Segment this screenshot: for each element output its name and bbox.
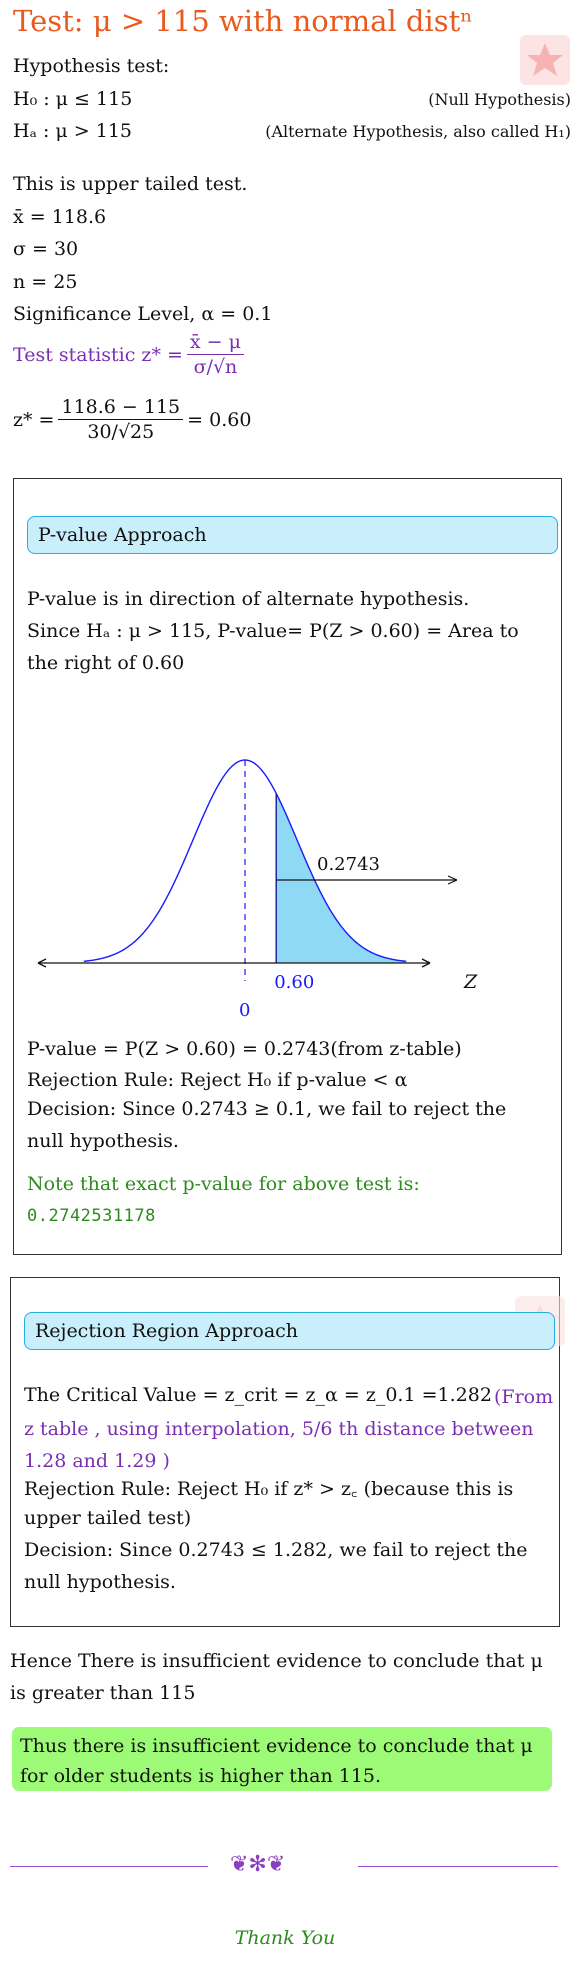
alternate-hypothesis-note: (Alternate Hypothesis, also called H₁): [265, 122, 571, 141]
brand-logo: [520, 35, 570, 85]
exact-pvalue-note: Note that exact p-value for above test i…: [27, 1173, 420, 1195]
x-axis-right-arrow: [421, 958, 431, 968]
formula-fraction: x̄ − μ σ/√n: [186, 331, 244, 378]
pvalue-header-text: P-value Approach: [38, 524, 207, 546]
pvalue-decision1: Decision: Since 0.2743 ≥ 0.1, we fail to…: [27, 1098, 507, 1120]
calc-rhs: = 0.60: [187, 408, 252, 431]
pvalue-decision2: null hypothesis.: [27, 1130, 179, 1152]
formula-denominator: σ/√n: [193, 356, 238, 378]
footer-divider-left: [10, 1866, 208, 1867]
conclusion-line2: is greater than 115: [10, 1682, 196, 1704]
critical-value-note: (From z table , using interpolation, 5/6…: [24, 1381, 554, 1477]
star-logo-icon: [527, 43, 563, 76]
rejection-decision1: Decision: Since 0.2743 ≤ 1.282, we fail …: [24, 1539, 528, 1561]
alternate-hypothesis: Hₐ : μ > 115: [13, 120, 132, 142]
footer-divider-right: [358, 1866, 558, 1867]
calc-lhs: z* =: [13, 408, 55, 431]
conclusion-line1: Hence There is insufficient evidence to …: [10, 1650, 543, 1672]
rejection-rule1: Rejection Rule: Reject H₀ if z* > z꜀ (be…: [24, 1478, 514, 1500]
test-statistic-label: Test statistic z* =: [13, 343, 183, 366]
x-axis-label: Z: [463, 971, 478, 993]
calc-denominator: 30/√25: [87, 421, 155, 443]
rejection-header-text: Rejection Region Approach: [35, 1320, 299, 1342]
formula-numerator: x̄ − μ: [186, 331, 244, 355]
pvalue-line1: P-value is in direction of alternate hyp…: [27, 588, 470, 610]
pvalue-result: P-value = P(Z > 0.60) = 0.2743(from z-ta…: [27, 1038, 462, 1060]
rejection-rule2: upper tailed test): [24, 1507, 192, 1529]
pvalue-rule: Rejection Rule: Reject H₀ if p-value < α: [27, 1069, 408, 1091]
rejection-decision2: null hypothesis.: [24, 1571, 176, 1593]
final-conclusion: Thus there is insufficient evidence to c…: [12, 1727, 552, 1791]
calc-fraction: 118.6 − 115 30/√25: [58, 396, 184, 443]
final-conclusion-line1: Thus there is insufficient evidence to c…: [20, 1735, 533, 1757]
pvalue-line2: Since Hₐ : μ > 115, P-value= P(Z > 0.60)…: [27, 620, 519, 642]
area-arrow-head: [447, 875, 458, 885]
test-statistic-calc: z* = 118.6 − 115 30/√25 = 0.60: [13, 396, 251, 443]
hypothesis-heading: Hypothesis test:: [13, 55, 170, 77]
sample-mean: x̄ = 118.6: [13, 206, 107, 228]
critical-value-note-text: (From z table , using interpolation, 5/6…: [24, 1386, 554, 1472]
page-title: Test: μ > 115 with normal distⁿ: [13, 4, 473, 38]
mean-tick-label: 0: [239, 1000, 250, 1021]
footer-ornament-icon: ❦✻❦: [230, 1852, 286, 1877]
calc-numerator: 118.6 − 115: [58, 396, 184, 420]
test-statistic-formula: Test statistic z* = x̄ − μ σ/√n: [13, 331, 248, 378]
pvalue-header: P-value Approach: [27, 516, 558, 554]
null-hypothesis-note: (Null Hypothesis): [428, 90, 571, 109]
tail-type: This is upper tailed test.: [13, 173, 248, 195]
significance-level: Significance Level, α = 0.1: [13, 303, 273, 325]
null-hypothesis: H₀ : μ ≤ 115: [13, 88, 133, 110]
final-conclusion-line2: for older students is higher than 115.: [20, 1765, 382, 1787]
normal-distribution-chart: 0.2743 0.60 0 Z: [37, 759, 478, 1021]
critical-value-text: The Critical Value = z_crit = z_α = z_0.…: [24, 1384, 492, 1406]
area-label: 0.2743: [317, 854, 380, 875]
x-axis-left-arrow: [37, 958, 47, 968]
critical-tick-label: 0.60: [274, 972, 314, 993]
pvalue-line3: the right of 0.60: [27, 652, 185, 674]
rejection-header: Rejection Region Approach: [24, 1312, 555, 1350]
critical-value: The Critical Value = z_crit = z_α = z_0.…: [24, 1384, 492, 1406]
sample-size: n = 25: [13, 271, 78, 293]
exact-pvalue: 0.2742531178: [27, 1206, 156, 1226]
population-sd: σ = 30: [13, 238, 79, 260]
thank-you: Thank You: [234, 1927, 336, 1949]
shaded-tail-area: [276, 793, 407, 963]
